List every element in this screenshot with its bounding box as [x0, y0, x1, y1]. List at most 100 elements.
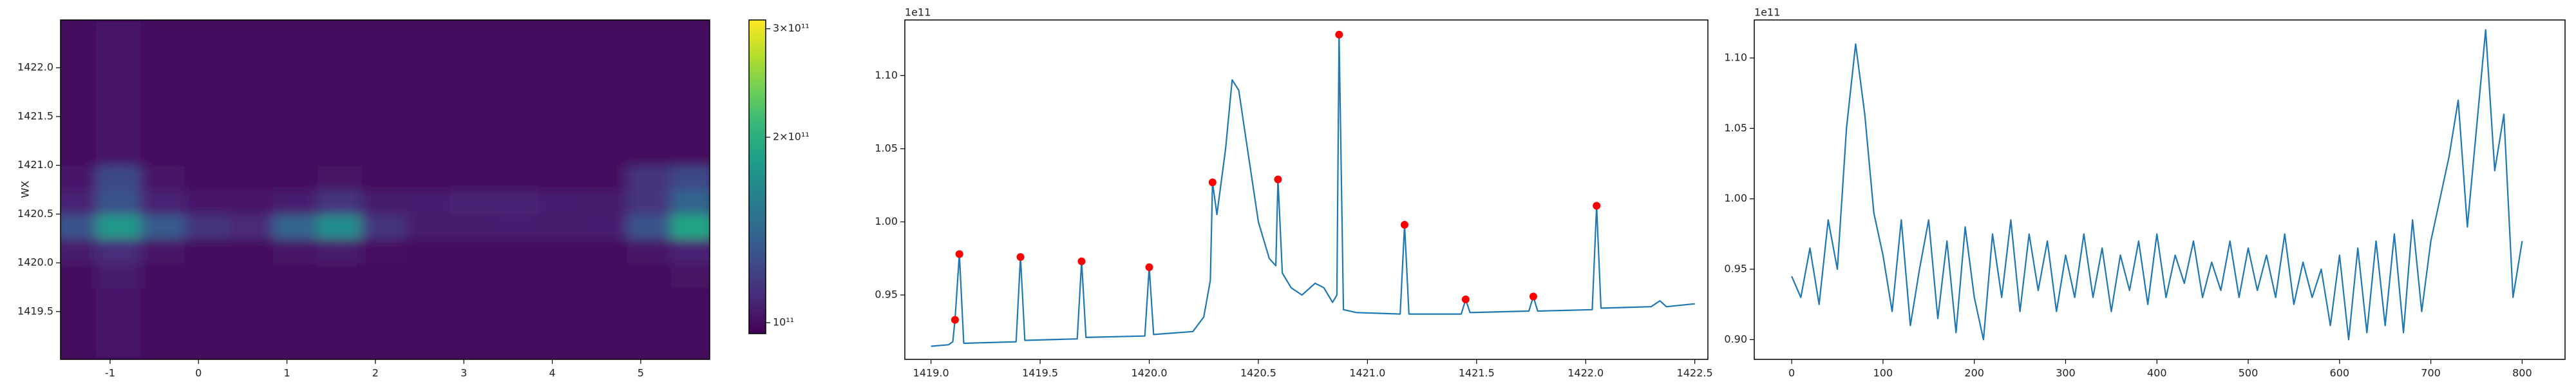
- heatmap-cell: [96, 67, 142, 93]
- heatmap-cell: [96, 43, 142, 69]
- heatmap-cell: [184, 310, 231, 337]
- y-tick-label: 1420.5: [17, 207, 53, 220]
- heatmap-cell: [140, 335, 186, 359]
- heatmap-cell: [450, 43, 496, 69]
- heatmap-cell: [96, 140, 142, 166]
- heatmap-cell: [670, 115, 710, 142]
- x-tick-label: 800: [2512, 367, 2532, 379]
- heatmap-cell: [140, 262, 186, 288]
- x-tick-label: 300: [2056, 367, 2076, 379]
- heatmap-cell: [582, 140, 629, 166]
- peak-marker: [1529, 292, 1537, 301]
- y-tick-label: 1.10: [1724, 52, 1747, 64]
- heatmap-cell: [140, 20, 186, 44]
- x-tick-label: 1422.5: [1677, 367, 1713, 379]
- data-line: [1791, 29, 2523, 341]
- heatmap-cell: [272, 213, 319, 240]
- heatmap-cell: [494, 335, 540, 359]
- heatmap-cell: [361, 213, 407, 240]
- heatmap-cell: [61, 335, 98, 359]
- heatmap-cell: [494, 286, 540, 312]
- heatmap-cell: [405, 286, 451, 312]
- heatmap-cell: [317, 310, 363, 337]
- heatmap-cell: [96, 115, 142, 142]
- heatmap-cell: [317, 164, 363, 191]
- heatmap-cell: [405, 67, 451, 93]
- heatmap-cell: [627, 189, 672, 215]
- heatmap-cell: [61, 20, 98, 44]
- y-tick-label: 1421.0: [17, 158, 53, 171]
- x-tick-label: 0: [195, 367, 202, 379]
- heatmap-cell: [140, 286, 186, 312]
- colorbar-tick-label: 2×10¹¹: [773, 131, 810, 143]
- heatmap-cell: [582, 67, 629, 93]
- heatmap-cell: [361, 115, 407, 142]
- heatmap-cell: [670, 164, 710, 191]
- heatmap-cell: [96, 335, 142, 359]
- heatmap-cell: [405, 189, 451, 215]
- heatmap-cell: [450, 213, 496, 240]
- x-tick-label: 400: [2147, 367, 2167, 379]
- heatmap-cell: [61, 115, 98, 142]
- heatmap-cell: [450, 164, 496, 191]
- heatmap-cell: [272, 262, 319, 288]
- heatmap-cell: [229, 335, 274, 359]
- heatmap-cell: [450, 189, 496, 215]
- heatmap-cell: [627, 43, 672, 69]
- heatmap-cell: [627, 164, 672, 191]
- heatmap-cell: [538, 91, 584, 117]
- heatmap-cell: [538, 335, 584, 359]
- heatmap-cell: [538, 213, 584, 240]
- heatmap-cell: [582, 91, 629, 117]
- heatmap-cell: [229, 213, 274, 240]
- heatmap-cell: [538, 20, 584, 44]
- heatmap-cell: [272, 115, 319, 142]
- peak-marker: [1461, 295, 1470, 303]
- heatmap-cell: [361, 67, 407, 93]
- heatmap-cell: [184, 115, 231, 142]
- heatmap-cell: [494, 140, 540, 166]
- heatmap-cell: [494, 262, 540, 288]
- heatmap-cell: [361, 238, 407, 264]
- heatmap-cell: [405, 43, 451, 69]
- heatmap-cell: [494, 189, 540, 215]
- heatmap-cell: [184, 189, 231, 215]
- heatmap-cell: [670, 238, 710, 264]
- heatmap-cell: [361, 91, 407, 117]
- heatmap-cell: [538, 140, 584, 166]
- peak-marker: [1208, 178, 1217, 187]
- heatmap-cell: [405, 310, 451, 337]
- heatmap-cell: [450, 67, 496, 93]
- heatmap-cell: [140, 238, 186, 264]
- heatmap-cell: [494, 164, 540, 191]
- heatmap-cell: [361, 286, 407, 312]
- heatmap-cell: [670, 189, 710, 215]
- heatmap-cell: [361, 310, 407, 337]
- heatmap-cell: [229, 20, 274, 44]
- heatmap-cell: [494, 238, 540, 264]
- heatmap-cell: [61, 189, 98, 215]
- heatmap-cell: [361, 335, 407, 359]
- axes-frame: [904, 19, 1709, 360]
- heatmap-cell: [140, 213, 186, 240]
- heatmap-cell: [96, 213, 142, 240]
- heatmap-cell: [405, 335, 451, 359]
- heatmap-cell: [96, 310, 142, 337]
- heatmap-cell: [494, 43, 540, 69]
- heatmap-cell: [229, 189, 274, 215]
- heatmap-cell: [450, 140, 496, 166]
- colorbar-tick-label: 3×10¹¹: [773, 22, 810, 34]
- heatmap-cell: [538, 189, 584, 215]
- heatmap-cell: [361, 43, 407, 69]
- y-tick-label: 0.95: [1724, 263, 1747, 275]
- heatmap-cell: [582, 189, 629, 215]
- y-tick-label: 1420.0: [17, 256, 53, 269]
- heatmap-cell: [582, 310, 629, 337]
- y-tick-label: 1421.5: [17, 109, 53, 122]
- heatmap-cell: [140, 43, 186, 69]
- x-tick-label: 500: [2239, 367, 2259, 379]
- heatmap-cell: [538, 310, 584, 337]
- heatmap-cell: [184, 164, 231, 191]
- heatmap-cell: [272, 335, 319, 359]
- x-tick-label: 200: [1964, 367, 1984, 379]
